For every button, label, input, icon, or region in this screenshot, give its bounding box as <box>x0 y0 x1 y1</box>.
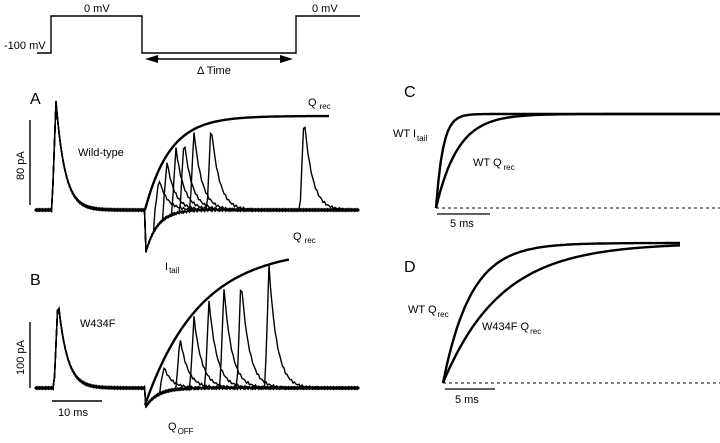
wt-trace <box>34 101 360 252</box>
wt-trace <box>34 103 360 251</box>
wt-qrec-curve-d <box>441 241 680 384</box>
itail-a-label: Itail <box>165 261 180 275</box>
wt-trace <box>34 101 360 253</box>
wt-qrec-curve <box>434 112 720 209</box>
scale-a-label: 80 pA <box>15 151 27 180</box>
w434f-qrec-curve <box>441 244 680 384</box>
scale-c-label: 5 ms <box>450 218 474 230</box>
panel-c-letter: C <box>404 84 416 101</box>
wt-trace <box>34 102 360 252</box>
panel-b-letter: B <box>30 272 41 289</box>
qoff-label: QOFF <box>168 421 194 436</box>
panel-d-letter: D <box>404 259 416 276</box>
scale-b-y-label: 100 pA <box>15 339 27 375</box>
scale-b-x-label: 10 ms <box>58 407 88 419</box>
step2-label: 0 mV <box>312 3 338 15</box>
w434f-envelope <box>143 258 290 406</box>
w434f-trace <box>34 264 360 407</box>
w434f-label: W434F <box>80 318 116 330</box>
scale-d-label: 5 ms <box>455 394 479 406</box>
w434f-qrec-d-label: W434F Qrec <box>482 321 541 336</box>
wt-trace <box>34 100 360 253</box>
wt-trace <box>34 102 360 253</box>
itail-c-label: WT Itail <box>393 128 427 143</box>
wt-qrec-d-label: WT Qrec <box>408 304 449 319</box>
wt-trace <box>34 102 360 252</box>
wildtype-label: Wild-type <box>78 147 124 159</box>
panel-d: D 5 ms WT Qrec W434F Qrec <box>404 241 720 406</box>
wt-envelope <box>143 114 329 211</box>
holding-label: -100 mV <box>4 40 46 52</box>
panel-a-letter: A <box>30 91 41 108</box>
interval-label: Δ Time <box>197 65 231 77</box>
step1-label: 0 mV <box>84 3 110 15</box>
voltage-protocol: -100 mV 0 mV 0 mV Δ Time <box>4 3 360 77</box>
